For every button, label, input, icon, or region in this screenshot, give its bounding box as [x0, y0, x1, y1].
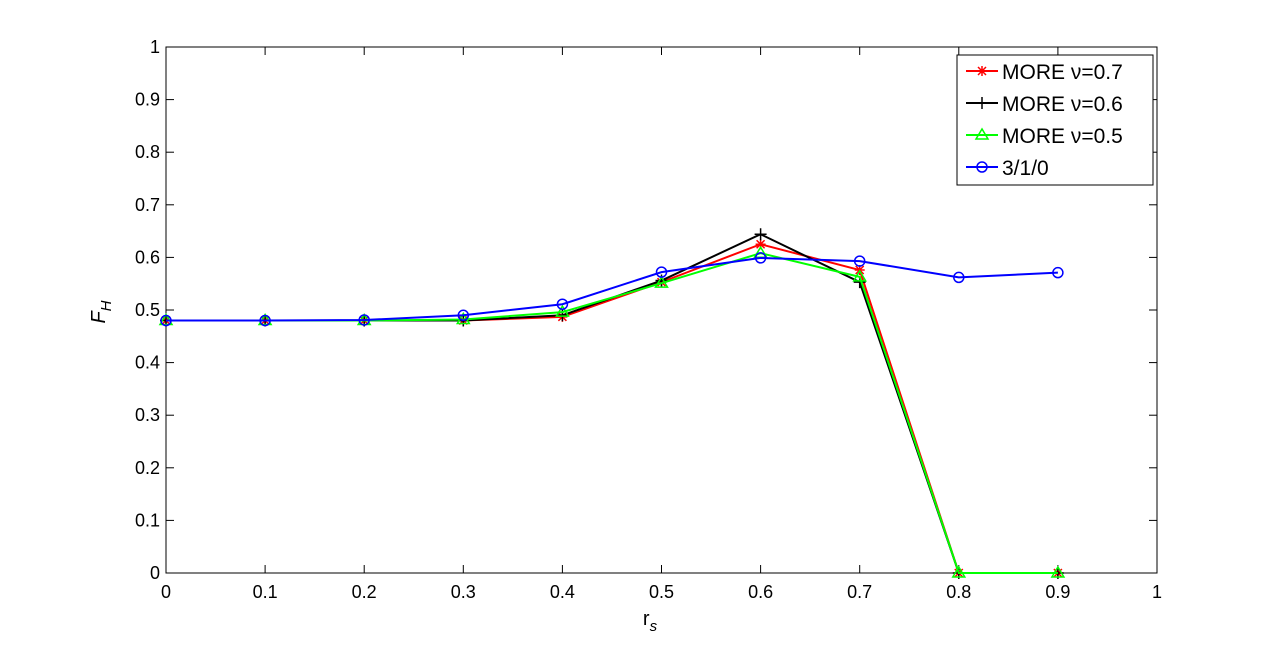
- series-3: [160, 252, 1064, 327]
- data-point: [951, 565, 967, 578]
- legend-marker: [974, 127, 990, 140]
- data-point: [852, 269, 868, 282]
- data-point: [754, 252, 767, 264]
- data-point: [1050, 565, 1066, 578]
- data-point: [754, 228, 767, 241]
- legend-entry: MORE ν=0.5: [966, 125, 1123, 148]
- x-tick-label: 0.8: [946, 582, 971, 602]
- y-tick-label: 0.2: [135, 458, 160, 478]
- legend-entry: 3/1/0: [966, 157, 1049, 180]
- legend-marker: [976, 161, 988, 173]
- legend-label: MORE ν=0.7: [1002, 61, 1123, 84]
- x-tick-label: 1: [1152, 582, 1162, 602]
- y-tick-label: 0.4: [135, 353, 160, 373]
- data-point: [654, 275, 669, 288]
- legend-marker: [976, 97, 988, 109]
- x-tick-label: 0: [161, 582, 171, 602]
- y-tick-label: 0.1: [135, 510, 160, 530]
- x-tick-label: 0.1: [253, 582, 278, 602]
- y-tick-label: 0.9: [135, 90, 160, 110]
- data-point: [556, 298, 569, 310]
- data-point: [555, 304, 570, 317]
- series-line: [166, 256, 1058, 322]
- legend-entry: MORE ν=0.6: [966, 93, 1123, 116]
- data-point: [1052, 266, 1064, 279]
- data-point: [853, 255, 866, 267]
- legend-label: 3/1/0: [1002, 157, 1049, 180]
- x-tick-label: 0.9: [1045, 582, 1070, 602]
- data-point: [655, 266, 668, 278]
- y-tick-label: 0: [150, 563, 160, 583]
- x-tick-label: 0.6: [748, 582, 773, 602]
- data-point: [358, 314, 370, 326]
- y-tick-label: 0.3: [135, 405, 160, 425]
- y-tick-label: 0.8: [135, 142, 160, 162]
- y-tick-label: 0.6: [135, 247, 160, 267]
- legend-entry: MORE ν=0.7: [966, 61, 1123, 84]
- data-point: [457, 309, 470, 322]
- legend-label: MORE ν=0.6: [1002, 93, 1123, 116]
- data-point: [160, 314, 172, 327]
- legend-label: MORE ν=0.5: [1002, 125, 1123, 148]
- x-tick-label: 0.5: [649, 582, 674, 602]
- x-tick-label: 0.4: [550, 582, 575, 602]
- legend-marker: [977, 66, 987, 76]
- y-tick-label: 1: [150, 37, 160, 57]
- data-point: [259, 314, 271, 327]
- data-point: [755, 239, 766, 250]
- x-tick-label: 0.2: [352, 582, 377, 602]
- legend-box: [956, 54, 1154, 186]
- y-tick-label: 0.7: [135, 195, 160, 215]
- y-axis-label: FH: [88, 300, 115, 323]
- legend: MORE ν=0.7 MORE ν=0.6 MORE ν=0.5 3/1/0: [956, 54, 1154, 186]
- y-tick-label: 0.5: [135, 300, 160, 320]
- x-tick-label: 0.7: [847, 582, 872, 602]
- data-point: [953, 271, 965, 284]
- x-axis-label: rs: [643, 608, 658, 635]
- x-tick-label: 0.3: [451, 582, 476, 602]
